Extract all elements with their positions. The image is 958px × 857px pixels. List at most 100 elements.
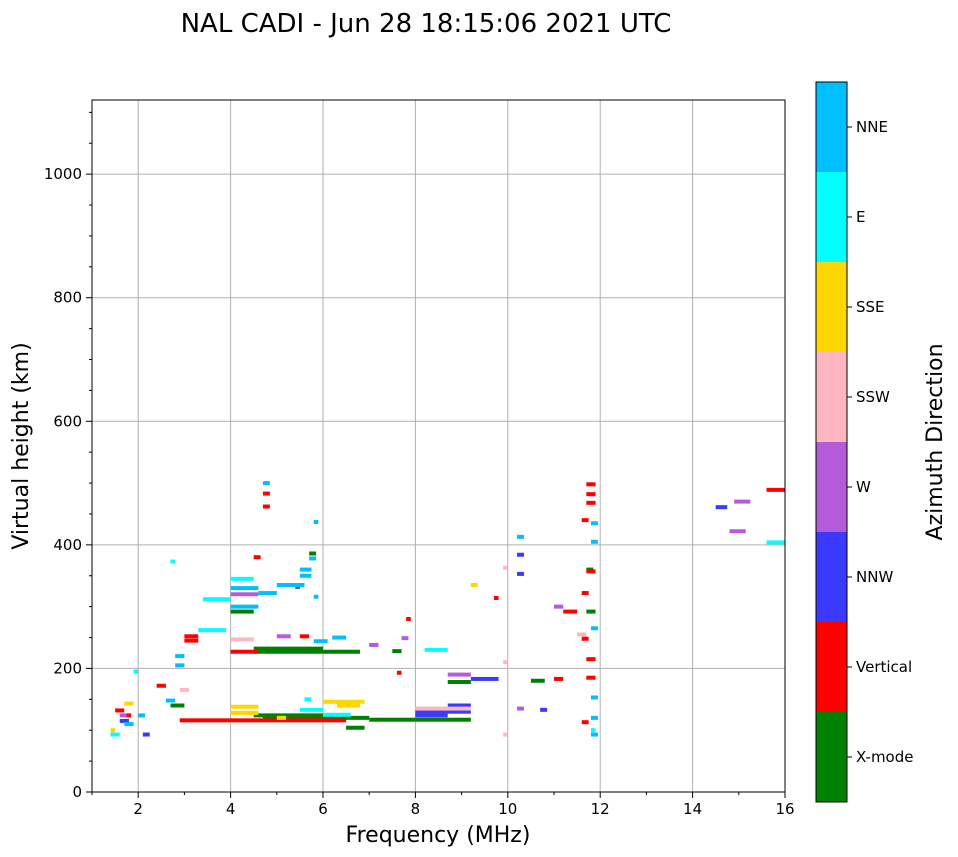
- echo-mark: [124, 713, 132, 718]
- colorbar-tick-label: W: [856, 478, 871, 496]
- echo-mark: [503, 660, 508, 665]
- echo-mark: [586, 657, 596, 662]
- echo-mark: [258, 591, 277, 596]
- echo-mark: [110, 728, 116, 733]
- echo-mark: [554, 604, 564, 609]
- colorbar-segment: [816, 532, 847, 622]
- colorbar-tick-label: NNE: [856, 118, 888, 136]
- echo-mark: [230, 586, 259, 591]
- colorbar-frame: [815, 81, 848, 803]
- series-vertical: [115, 482, 785, 725]
- echo-mark: [253, 646, 323, 651]
- colorbar-segment: [816, 622, 847, 712]
- y-axis-label: Virtual height (km): [9, 342, 34, 549]
- echo-mark: [299, 634, 310, 639]
- series-nnw: [119, 505, 728, 737]
- colorbar: X-mode Vertical NNW W SSW SSE E NNE: [815, 81, 913, 803]
- colorbar-segment: [816, 442, 847, 532]
- echo-mark: [119, 718, 129, 723]
- series-sse: [110, 583, 478, 733]
- echo-mark: [276, 715, 287, 720]
- echo-mark: [586, 492, 596, 497]
- echo-mark: [313, 519, 319, 524]
- y-tick-label: 1000: [44, 165, 82, 183]
- echo-mark: [346, 725, 365, 730]
- echo-mark: [262, 715, 370, 720]
- echo-mark: [415, 713, 448, 718]
- echo-mark: [563, 609, 578, 614]
- series-nne: [124, 481, 598, 737]
- echo-mark: [323, 712, 351, 717]
- echo-mark: [586, 609, 596, 614]
- echo-mark: [590, 521, 598, 526]
- x-axis-label: Frequency (MHz): [346, 823, 531, 848]
- echo-mark: [142, 732, 150, 737]
- x-tick-label: 16: [775, 800, 794, 818]
- series-w: [119, 499, 751, 718]
- echo-mark: [369, 642, 379, 647]
- x-tick-label: 6: [318, 800, 328, 818]
- echo-mark: [517, 706, 524, 711]
- echo-mark: [530, 678, 545, 683]
- y-axis-ticks: 0 200 400 600 800 1000: [44, 111, 92, 801]
- echo-mark: [332, 635, 347, 640]
- echo-mark: [115, 708, 125, 713]
- chart-title: NAL CADI - Jun 28 18:15:06 2021 UTC: [181, 9, 672, 39]
- echo-mark: [554, 676, 564, 681]
- echo-mark: [119, 713, 127, 718]
- echo-mark: [581, 720, 589, 725]
- echo-mark: [396, 670, 402, 675]
- echo-mark: [230, 710, 259, 715]
- echo-mark: [336, 703, 360, 708]
- echo-mark: [124, 701, 134, 706]
- echo-mark: [299, 567, 312, 572]
- echo-mark: [230, 649, 259, 654]
- echo-mark: [581, 518, 589, 523]
- y-tick-label: 800: [53, 289, 82, 307]
- echo-mark: [165, 698, 176, 703]
- echo-mark: [253, 649, 360, 654]
- echo-mark: [590, 732, 598, 737]
- echo-mark: [230, 592, 259, 597]
- echo-mark: [262, 491, 270, 496]
- echo-mark: [586, 675, 596, 680]
- echo-mark: [304, 697, 312, 702]
- echo-mark: [179, 718, 208, 723]
- echo-mark: [138, 713, 146, 718]
- x-tick-label: 8: [411, 800, 421, 818]
- plot-frame: [91, 99, 786, 793]
- echo-mark: [493, 595, 499, 600]
- echo-mark: [590, 539, 598, 544]
- echo-mark: [253, 555, 261, 560]
- echo-mark: [581, 591, 589, 596]
- echo-mark: [323, 699, 365, 704]
- series-e: [110, 540, 785, 737]
- echo-mark: [715, 505, 728, 510]
- echo-mark: [179, 688, 190, 693]
- echo-mark: [517, 534, 524, 539]
- x-tick-label: 12: [591, 800, 610, 818]
- echo-mark: [133, 669, 139, 674]
- echo-mark: [207, 718, 347, 723]
- echo-mark: [586, 569, 596, 574]
- y-tick-label: 600: [53, 412, 82, 430]
- echo-mark: [577, 632, 587, 637]
- echo-mark: [110, 732, 120, 737]
- echo-mark: [729, 529, 746, 534]
- echo-mark: [170, 559, 176, 564]
- echo-mark: [309, 556, 317, 561]
- echo-mark: [299, 707, 323, 712]
- echo-mark: [276, 583, 305, 588]
- echo-mark: [415, 706, 471, 711]
- echo-mark: [590, 715, 598, 720]
- echo-mark: [517, 552, 524, 557]
- echo-mark: [447, 703, 471, 708]
- echo-mark: [230, 637, 254, 642]
- echo-mark: [424, 647, 448, 652]
- echo-mark: [253, 713, 323, 718]
- y-tick-label: 200: [53, 659, 82, 677]
- echo-mark: [766, 540, 785, 545]
- echo-mark: [276, 634, 291, 639]
- echo-mark: [392, 649, 402, 654]
